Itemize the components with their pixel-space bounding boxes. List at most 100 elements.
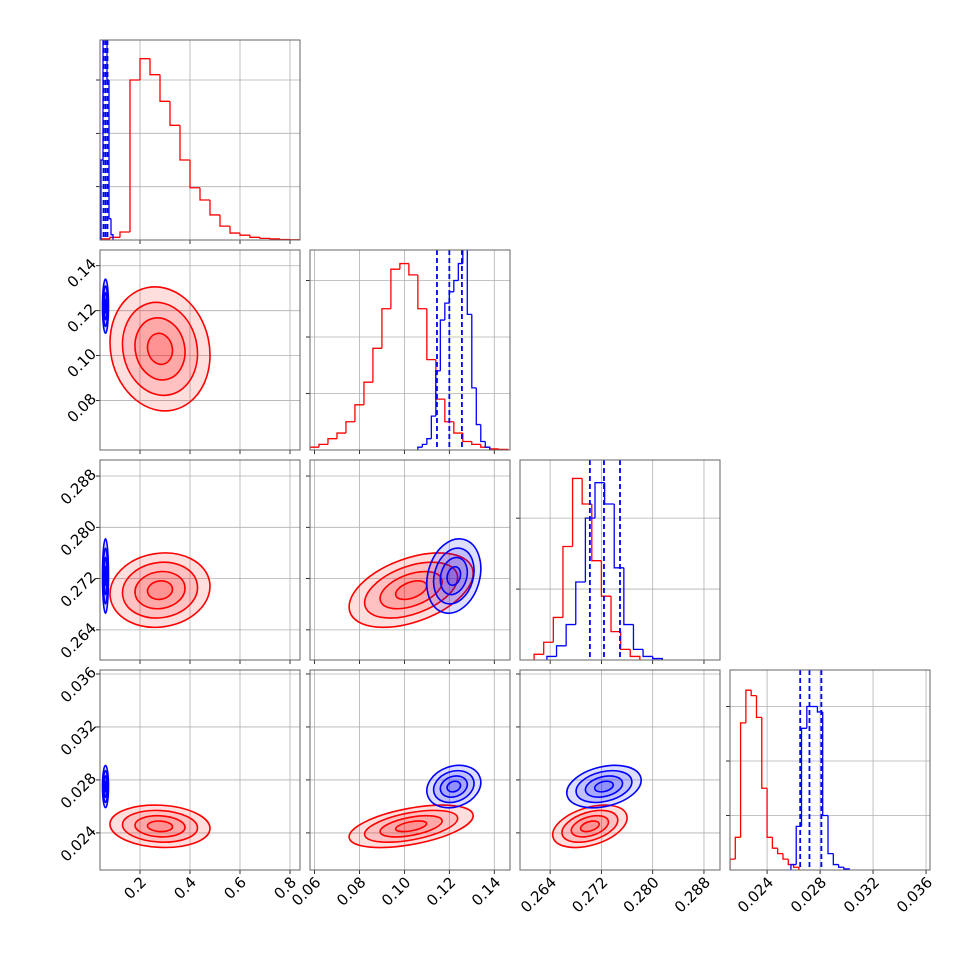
histogram-step [475, 387, 481, 426]
x-tick-label: 0.280 [620, 873, 663, 916]
histogram-step [800, 727, 807, 827]
histogram-step [629, 649, 641, 660]
panel-frame [99, 669, 301, 871]
histogram-step [159, 74, 170, 102]
panel-content [310, 670, 510, 870]
density-contour [134, 814, 186, 838]
histogram-step [417, 274, 427, 310]
x-tick-label: 0.12 [423, 873, 459, 909]
panel-frame [309, 669, 511, 871]
histogram-step [533, 653, 544, 660]
density-contour [575, 769, 633, 804]
y-tick-label: 0.08 [64, 390, 100, 426]
x-tick-label: 0.14 [468, 873, 504, 909]
histogram-step [199, 187, 210, 201]
histogram-step [179, 125, 190, 161]
histogram-step [584, 517, 595, 582]
density-contour [570, 814, 610, 838]
histogram-step [372, 347, 382, 383]
panel [306, 459, 511, 664]
histogram-step [129, 79, 140, 232]
density-contour [363, 809, 459, 843]
histogram-step [792, 864, 800, 870]
panel-frame [99, 39, 301, 241]
density-contour [348, 804, 474, 849]
density-contour [426, 538, 482, 615]
histogram-step [417, 446, 423, 450]
histogram-step [444, 399, 454, 423]
histogram-step [381, 308, 391, 349]
histogram-step [100, 159, 103, 240]
density-contour [103, 780, 108, 793]
histogram-step [619, 631, 631, 651]
histogram-step [745, 689, 752, 723]
x-tick-label: 0.08 [333, 873, 369, 909]
density-contour [134, 570, 186, 610]
density-contour [579, 820, 600, 833]
density-contour [134, 317, 186, 381]
panel-frame [309, 249, 511, 451]
histogram-step [229, 226, 240, 234]
histogram-step [730, 858, 736, 870]
histogram-step [603, 482, 615, 505]
density-contour [146, 580, 174, 601]
histogram-step [581, 478, 592, 505]
histogram-step [600, 560, 612, 597]
histogram-step [832, 853, 839, 866]
histogram-step [782, 853, 789, 860]
density-contour [584, 775, 624, 798]
histogram-step [562, 545, 573, 618]
histogram-step [571, 477, 583, 547]
panel: 0.06 0.08 0.10 0.12 0.14 [288, 669, 511, 910]
panel-frame [729, 669, 931, 871]
histogram-step [642, 649, 653, 658]
histogram-step [444, 302, 450, 321]
histogram-step [623, 567, 634, 626]
histogram-step [219, 214, 230, 227]
panel-frame [99, 459, 301, 661]
histogram-step [734, 836, 741, 860]
histogram-step [249, 235, 260, 238]
panel-frame [519, 459, 721, 661]
histogram-step [269, 238, 280, 240]
histogram-step [259, 237, 270, 240]
histogram-step [430, 415, 436, 439]
panel-frame [309, 459, 511, 661]
panel [306, 249, 511, 454]
histogram-step [652, 656, 663, 660]
density-contour [103, 298, 108, 314]
histogram-step [591, 503, 602, 562]
histogram-step [310, 446, 319, 450]
histogram-step [761, 717, 768, 789]
histogram-step [435, 370, 441, 417]
histogram-step [363, 381, 373, 405]
histogram-step [632, 624, 644, 651]
y-tick-label: 0.280 [57, 517, 100, 560]
histogram-step [766, 788, 773, 838]
histogram-step [139, 58, 150, 80]
density-contour [439, 775, 469, 798]
density-contour [565, 764, 642, 809]
density-contour [146, 820, 174, 833]
x-tick-label: 0.028 [787, 873, 830, 916]
x-tick-label: 0.2 [120, 873, 150, 903]
x-tick-label: 0.4 [170, 873, 200, 903]
x-tick-label: 0.10 [378, 873, 414, 909]
histogram-step [610, 596, 621, 633]
histogram-step [318, 443, 328, 448]
density-contour [146, 332, 174, 366]
density-contour [446, 780, 462, 793]
histogram-step [790, 863, 797, 870]
histogram-step [399, 262, 409, 270]
panel-content [520, 670, 720, 870]
histogram-step [426, 438, 432, 445]
histogram-step [739, 722, 746, 838]
histogram-step [575, 581, 586, 625]
y-tick-label: 0.024 [57, 822, 100, 865]
histogram-step [453, 421, 463, 434]
panel [96, 39, 301, 244]
histogram-step [119, 231, 130, 238]
histogram-step [426, 308, 436, 361]
panel-content [100, 250, 300, 450]
